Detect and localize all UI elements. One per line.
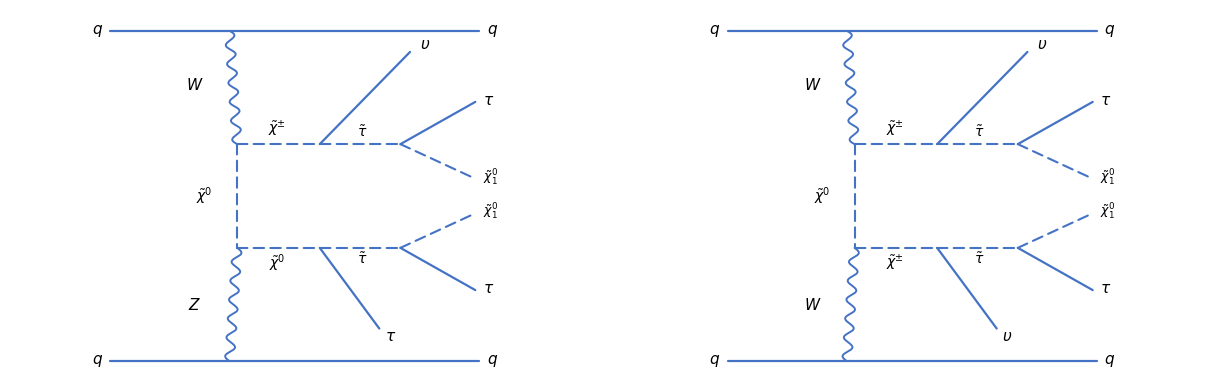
Text: $\tilde{\chi}^{0}$: $\tilde{\chi}^{0}$ — [197, 185, 213, 207]
Text: $q$: $q$ — [91, 23, 102, 39]
Text: $\tilde{\chi}^{0}$: $\tilde{\chi}^{0}$ — [814, 185, 830, 207]
Text: $\tilde{\chi}^{0}_{1}$: $\tilde{\chi}^{0}_{1}$ — [483, 202, 498, 222]
Text: $\tilde{\chi}^{\pm}$: $\tilde{\chi}^{\pm}$ — [268, 119, 287, 139]
Text: $\tilde{\chi}^{\pm}$: $\tilde{\chi}^{\pm}$ — [886, 253, 904, 273]
Text: $\tau$: $\tau$ — [1101, 93, 1112, 108]
Text: $q$: $q$ — [487, 23, 498, 39]
Text: $\upsilon$: $\upsilon$ — [419, 37, 430, 52]
Text: $q$: $q$ — [1105, 353, 1116, 369]
Text: $Z$: $Z$ — [188, 298, 202, 314]
Text: $\upsilon$: $\upsilon$ — [1002, 329, 1012, 344]
Text: $W$: $W$ — [186, 76, 204, 93]
Text: $\tilde{\chi}^{0}_{1}$: $\tilde{\chi}^{0}_{1}$ — [483, 167, 498, 188]
Text: $W$: $W$ — [803, 298, 822, 314]
Text: $\tilde{\chi}^{\pm}$: $\tilde{\chi}^{\pm}$ — [886, 119, 904, 139]
Text: $\upsilon$: $\upsilon$ — [1037, 37, 1047, 52]
Text: $\tau$: $\tau$ — [385, 329, 396, 344]
Text: $q$: $q$ — [708, 353, 720, 369]
Text: $\tilde{\tau}$: $\tilde{\tau}$ — [974, 252, 984, 267]
Text: $q$: $q$ — [487, 353, 498, 369]
Text: $\tilde{\chi}^{0}_{1}$: $\tilde{\chi}^{0}_{1}$ — [1101, 167, 1116, 188]
Text: $\tilde{\tau}$: $\tilde{\tau}$ — [357, 252, 368, 267]
Text: $q$: $q$ — [708, 23, 720, 39]
Text: $\tilde{\tau}$: $\tilde{\tau}$ — [974, 125, 984, 140]
Text: $\tilde{\chi}^{0}_{1}$: $\tilde{\chi}^{0}_{1}$ — [1101, 202, 1116, 222]
Text: $W$: $W$ — [803, 76, 822, 93]
Text: $q$: $q$ — [91, 353, 102, 369]
Text: $\tau$: $\tau$ — [483, 93, 494, 108]
Text: $\tau$: $\tau$ — [1101, 281, 1112, 296]
Text: $q$: $q$ — [1105, 23, 1116, 39]
Text: $\tilde{\tau}$: $\tilde{\tau}$ — [357, 125, 368, 140]
Text: $\tau$: $\tau$ — [483, 281, 494, 296]
Text: $\tilde{\chi}^{0}$: $\tilde{\chi}^{0}$ — [269, 252, 285, 274]
